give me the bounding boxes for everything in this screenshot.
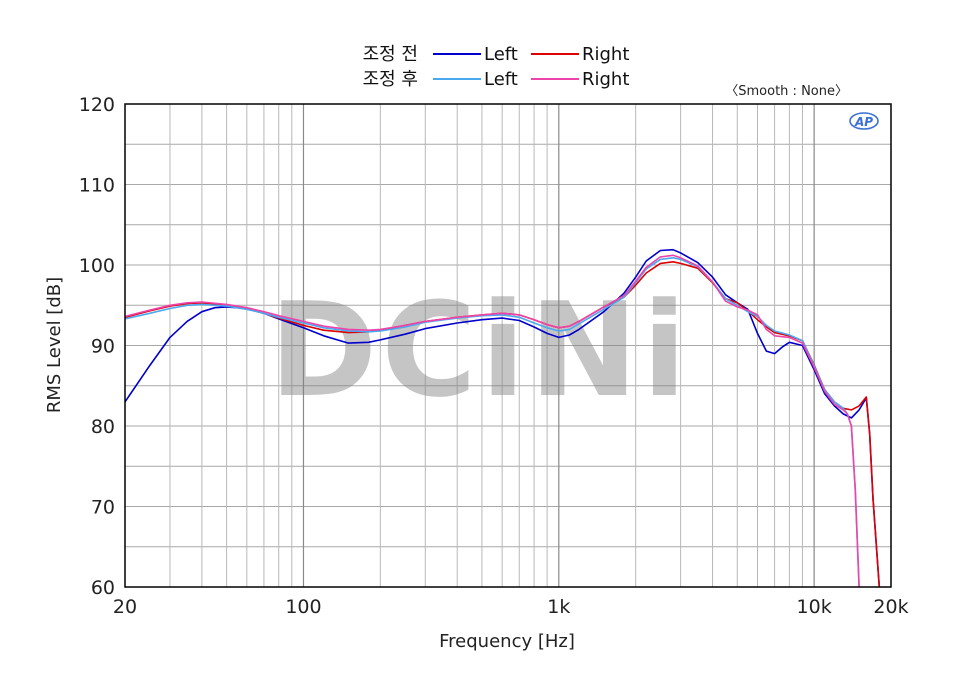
x-tick-label: 100 <box>285 596 321 618</box>
series-line-조정후-left <box>125 257 860 587</box>
x-axis-label: Frequency [Hz] <box>439 631 575 652</box>
x-tick-label: 10k <box>797 596 832 618</box>
y-tick-label: 90 <box>91 336 115 358</box>
ap-logo-text: AP <box>854 115 873 129</box>
axis-layer: 60 70 80 90 100 110 120 20 100 1k 10k 20k <box>79 94 909 618</box>
y-tick-label: 120 <box>79 94 115 116</box>
plot-frame <box>124 103 892 588</box>
legend-group-label: 조정 후 <box>363 69 418 90</box>
series-line-조정후-right <box>125 254 860 587</box>
y-tick-label: 100 <box>79 255 115 277</box>
y-tick-label: 110 <box>79 175 115 197</box>
y-tick-label: 60 <box>91 577 115 599</box>
watermark: DCiNi <box>269 274 690 426</box>
legend-group-label: 조정 전 <box>363 44 418 65</box>
ap-logo: AP <box>849 112 879 130</box>
x-tick-label: 20 <box>113 596 137 618</box>
y-tick-label: 80 <box>91 416 115 438</box>
ap-logo-ellipse <box>849 112 879 130</box>
legend-entry-label: Left <box>484 69 518 90</box>
y-tick-label: 70 <box>91 497 115 519</box>
x-tick-label: 20k <box>873 596 908 618</box>
grid-layer <box>125 104 891 587</box>
legend-entry-label: Right <box>582 69 629 90</box>
series-layer <box>125 248 881 587</box>
x-tick-label: 1k <box>547 596 570 618</box>
legend: 조정 전 Left Right 조정 후 Left Right <box>363 44 630 90</box>
y-axis-label: RMS Level [dB] <box>44 277 65 413</box>
legend-entry-label: Left <box>484 44 518 65</box>
watermark-text: DCiNi <box>269 274 690 426</box>
smooth-note: 〈Smooth : None〉 <box>725 84 848 99</box>
legend-entry-label: Right <box>582 44 629 65</box>
